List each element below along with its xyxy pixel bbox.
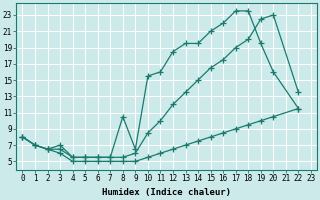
X-axis label: Humidex (Indice chaleur): Humidex (Indice chaleur) <box>102 188 231 197</box>
